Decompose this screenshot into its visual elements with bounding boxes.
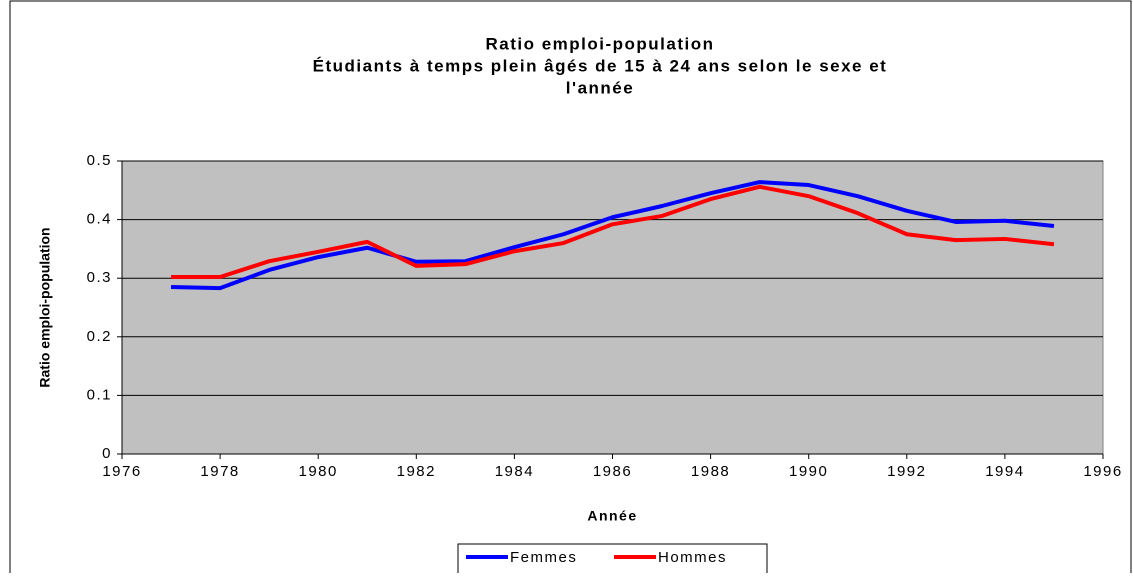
y-axis-label: Ratio emploi-population	[37, 227, 53, 387]
x-axis-label: Année	[587, 508, 637, 524]
line-series	[171, 184, 1055, 280]
x-tick-label: 1988	[691, 463, 730, 480]
y-tick-label: 0.1	[87, 386, 112, 403]
chart-title: l'année	[566, 78, 634, 97]
plot-area	[121, 160, 1104, 455]
line-series	[171, 180, 1055, 291]
x-tick-label: 1978	[200, 463, 239, 480]
x-tick-label: 1980	[299, 463, 338, 480]
y-tick-label: 0	[102, 445, 112, 462]
legend	[457, 543, 768, 578]
x-tick-label: 1990	[789, 463, 828, 480]
x-tick-label: 1996	[1083, 463, 1122, 480]
y-tick-label: 0.4	[87, 211, 112, 228]
y-tick-label: 0.3	[87, 269, 112, 286]
x-tick-label: 1976	[102, 463, 141, 480]
x-tick-label: 1992	[887, 463, 926, 480]
chart-title: Étudiants à temps plein âgés de 15 à 24 …	[313, 56, 888, 75]
x-tick-label: 1982	[397, 463, 436, 480]
x-tick-label: 1994	[985, 463, 1024, 480]
y-tick-label: 0.5	[87, 152, 112, 169]
legend-label: Femmes	[510, 549, 577, 566]
legend-label: Hommes	[658, 549, 727, 566]
chart-title: Ratio emploi-population	[485, 34, 714, 53]
x-tick-label: 1986	[593, 463, 632, 480]
x-tick-label: 1984	[495, 463, 534, 480]
y-tick-label: 0.2	[87, 328, 112, 345]
